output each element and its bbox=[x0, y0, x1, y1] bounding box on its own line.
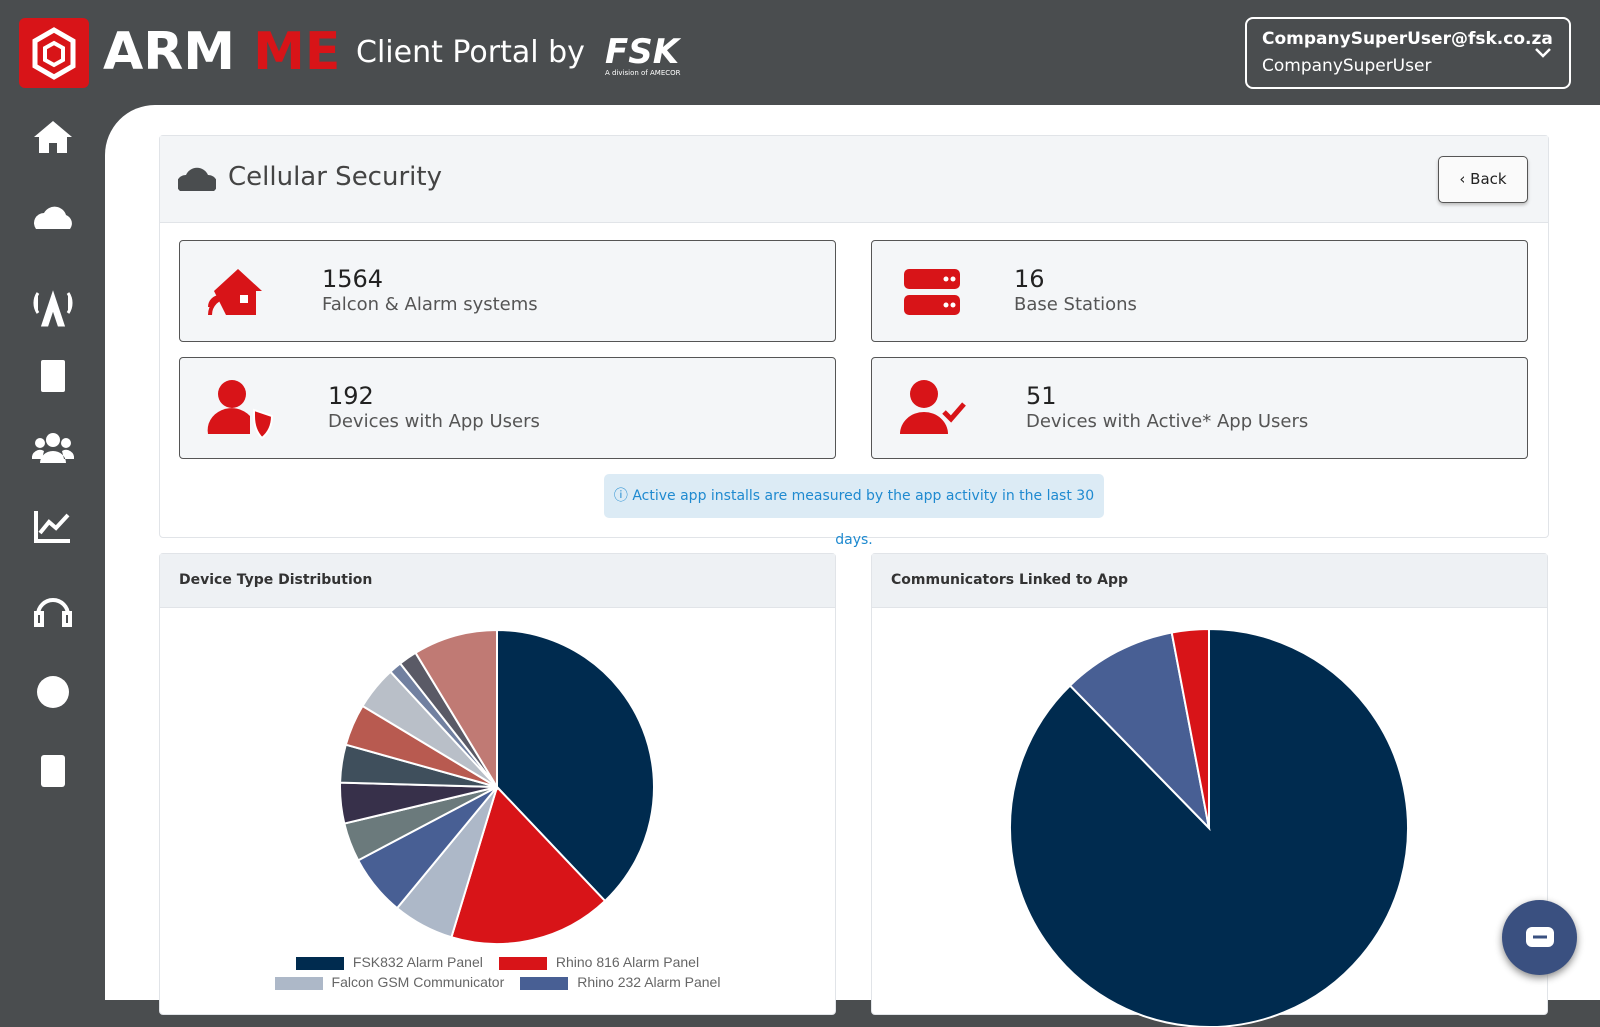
stat-label: Falcon & Alarm systems bbox=[322, 294, 538, 315]
logo-text: ARM ME bbox=[103, 22, 340, 82]
chat-icon bbox=[1526, 927, 1554, 947]
stat-icon bbox=[904, 269, 960, 315]
panel-header bbox=[160, 136, 1548, 223]
legend-swatch bbox=[295, 956, 344, 970]
stat-label: Devices with Active* App Users bbox=[1026, 411, 1309, 432]
pie-chart bbox=[339, 628, 655, 945]
stat-icon bbox=[900, 380, 966, 434]
stat-value: 1564 bbox=[322, 265, 384, 293]
stat-value: 16 bbox=[1014, 265, 1045, 293]
nav-building[interactable] bbox=[41, 360, 65, 392]
logo-icon[interactable] bbox=[19, 18, 89, 88]
page: ARM ME Client Portal by FSK A division o… bbox=[19, 17, 1600, 1027]
legend-item: Falcon GSM Communicator bbox=[274, 974, 505, 990]
chart-header bbox=[872, 554, 1547, 608]
legend-swatch bbox=[274, 976, 323, 990]
nav-dashboard[interactable] bbox=[37, 676, 69, 708]
stat-value: 51 bbox=[1026, 382, 1057, 410]
nav-reports[interactable] bbox=[34, 511, 70, 543]
back-button[interactable]: ‹ Back bbox=[1438, 156, 1528, 203]
legend-label: FSK832 Alarm Panel bbox=[352, 954, 483, 970]
chevron bbox=[1535, 48, 1551, 58]
legend-swatch bbox=[520, 976, 569, 990]
chart-title: Device Type Distribution bbox=[179, 572, 373, 588]
user-menu[interactable]: CompanySuperUser@fsk.co.za CompanySuperU… bbox=[1245, 17, 1571, 89]
pie-slice bbox=[450, 785, 607, 945]
user-email: CompanySuperUser@fsk.co.za bbox=[1262, 29, 1553, 49]
nav-support[interactable] bbox=[34, 598, 72, 627]
chart-panel: Communicators Linked to App bbox=[871, 553, 1548, 1027]
user-name: CompanySuperUser bbox=[1262, 56, 1432, 76]
legend: FSK832 Alarm Panel Rhino 816 Alarm Panel F… bbox=[260, 954, 735, 990]
nav-users[interactable] bbox=[31, 433, 75, 463]
pie-chart bbox=[1009, 627, 1409, 1027]
sidebar bbox=[31, 121, 75, 787]
legend-swatch bbox=[498, 956, 547, 970]
legend-label: Rhino 232 Alarm Panel bbox=[577, 974, 721, 990]
stat-card: 16 Base Stations bbox=[871, 240, 1528, 342]
nav-tower[interactable] bbox=[33, 290, 73, 327]
legend-label: Rhino 816 Alarm Panel bbox=[555, 954, 700, 970]
pie-slice bbox=[414, 628, 498, 791]
nav-home[interactable] bbox=[34, 121, 72, 153]
legend-item: Rhino 816 Alarm Panel bbox=[498, 954, 700, 970]
pie-slice bbox=[496, 628, 655, 903]
logo-a: ARM bbox=[103, 22, 236, 82]
cloud-icon bbox=[178, 167, 216, 191]
brand: FSK bbox=[605, 32, 680, 72]
pie-slice bbox=[1068, 631, 1211, 832]
nav-contacts[interactable] bbox=[41, 755, 65, 787]
page-title: Cellular Security bbox=[228, 162, 442, 192]
stat-icon bbox=[207, 380, 274, 440]
chat-button[interactable] bbox=[1502, 900, 1577, 975]
stat-card: 192 Devices with App Users bbox=[179, 357, 836, 459]
pie-slice bbox=[1170, 627, 1210, 829]
legend-item: FSK832 Alarm Panel bbox=[295, 954, 483, 970]
chart-header bbox=[160, 554, 835, 608]
stat-card: 51 Devices with Active* App Users bbox=[871, 357, 1528, 459]
stat-icon bbox=[208, 269, 262, 316]
stat-value: 192 bbox=[328, 382, 374, 410]
logo-glyph bbox=[32, 27, 76, 80]
stat-card: 1564 Falcon & Alarm systems bbox=[179, 240, 836, 342]
logo-b: ME bbox=[253, 22, 341, 82]
chart-panel: Device Type Distribution FSK832 Alarm Pan… bbox=[159, 553, 836, 1015]
nav-cellular[interactable] bbox=[34, 206, 72, 229]
stat-label: Base Stations bbox=[1014, 294, 1137, 315]
legend-label: Falcon GSM Communicator bbox=[331, 974, 505, 990]
brand-sub: A division of AMECOR bbox=[605, 69, 681, 77]
stat-label: Devices with App Users bbox=[328, 411, 540, 432]
info-note: ⓘ Active app installs are measured by th… bbox=[604, 474, 1104, 548]
legend-item: Rhino 232 Alarm Panel bbox=[520, 974, 720, 990]
chart-title: Communicators Linked to App bbox=[891, 572, 1129, 588]
portal-text: Client Portal by bbox=[356, 35, 585, 70]
back-label: Back bbox=[1470, 170, 1507, 188]
info-text: Active app installs are measured by the … bbox=[632, 488, 1095, 548]
